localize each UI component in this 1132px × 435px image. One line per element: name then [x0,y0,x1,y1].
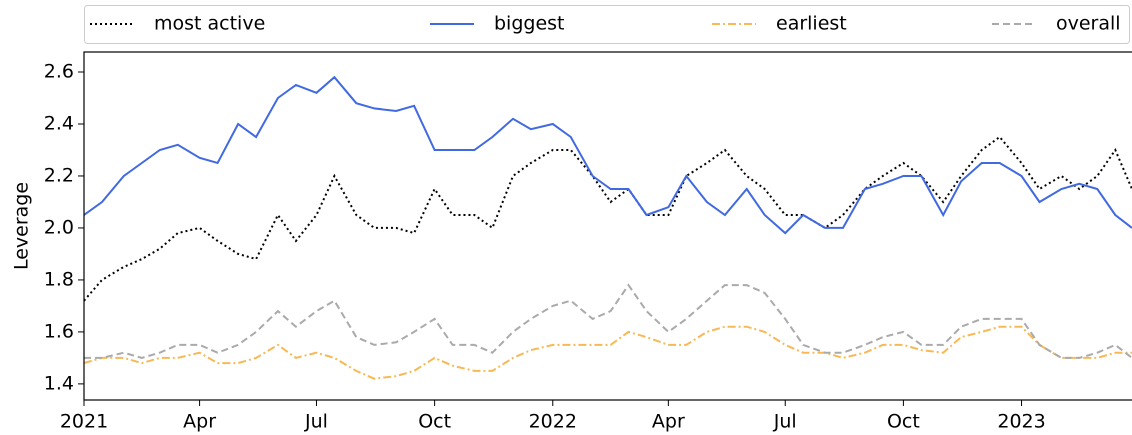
legend-frame [84,5,1130,44]
series-line [84,283,1132,359]
y-tick-label: 1.6 [44,320,74,342]
y-tick-label: 2.4 [44,112,74,134]
x-tick-label: Oct [418,411,451,433]
legend-label: earliest [776,13,847,35]
y-tick-label: 2.0 [44,216,74,238]
y-axis-label: Leverage [11,182,33,270]
y-tick-label: 1.4 [44,372,74,394]
axes-frame [83,51,1132,401]
series-line [84,135,1132,302]
x-tick-label: Apr [183,411,216,433]
y-tick-label: 2.2 [44,164,74,186]
x-tick-label: Apr [652,411,685,433]
series-line [84,75,1132,235]
x-tick-label: 2022 [529,411,577,433]
plot-area [84,75,1132,380]
x-tick-label: 2021 [60,411,108,433]
x-tick-label: Oct [887,411,920,433]
series-line [84,325,1132,380]
y-tick-label: 1.8 [44,268,74,290]
legend-label: overall [1056,13,1121,35]
x-tick-label: Jul [773,411,797,433]
legend-label: most active [154,13,265,35]
x-tick-label: Jul [304,411,328,433]
legend-label: biggest [494,13,565,35]
x-tick-label: 2023 [997,411,1045,433]
y-tick-label: 2.6 [44,61,74,83]
